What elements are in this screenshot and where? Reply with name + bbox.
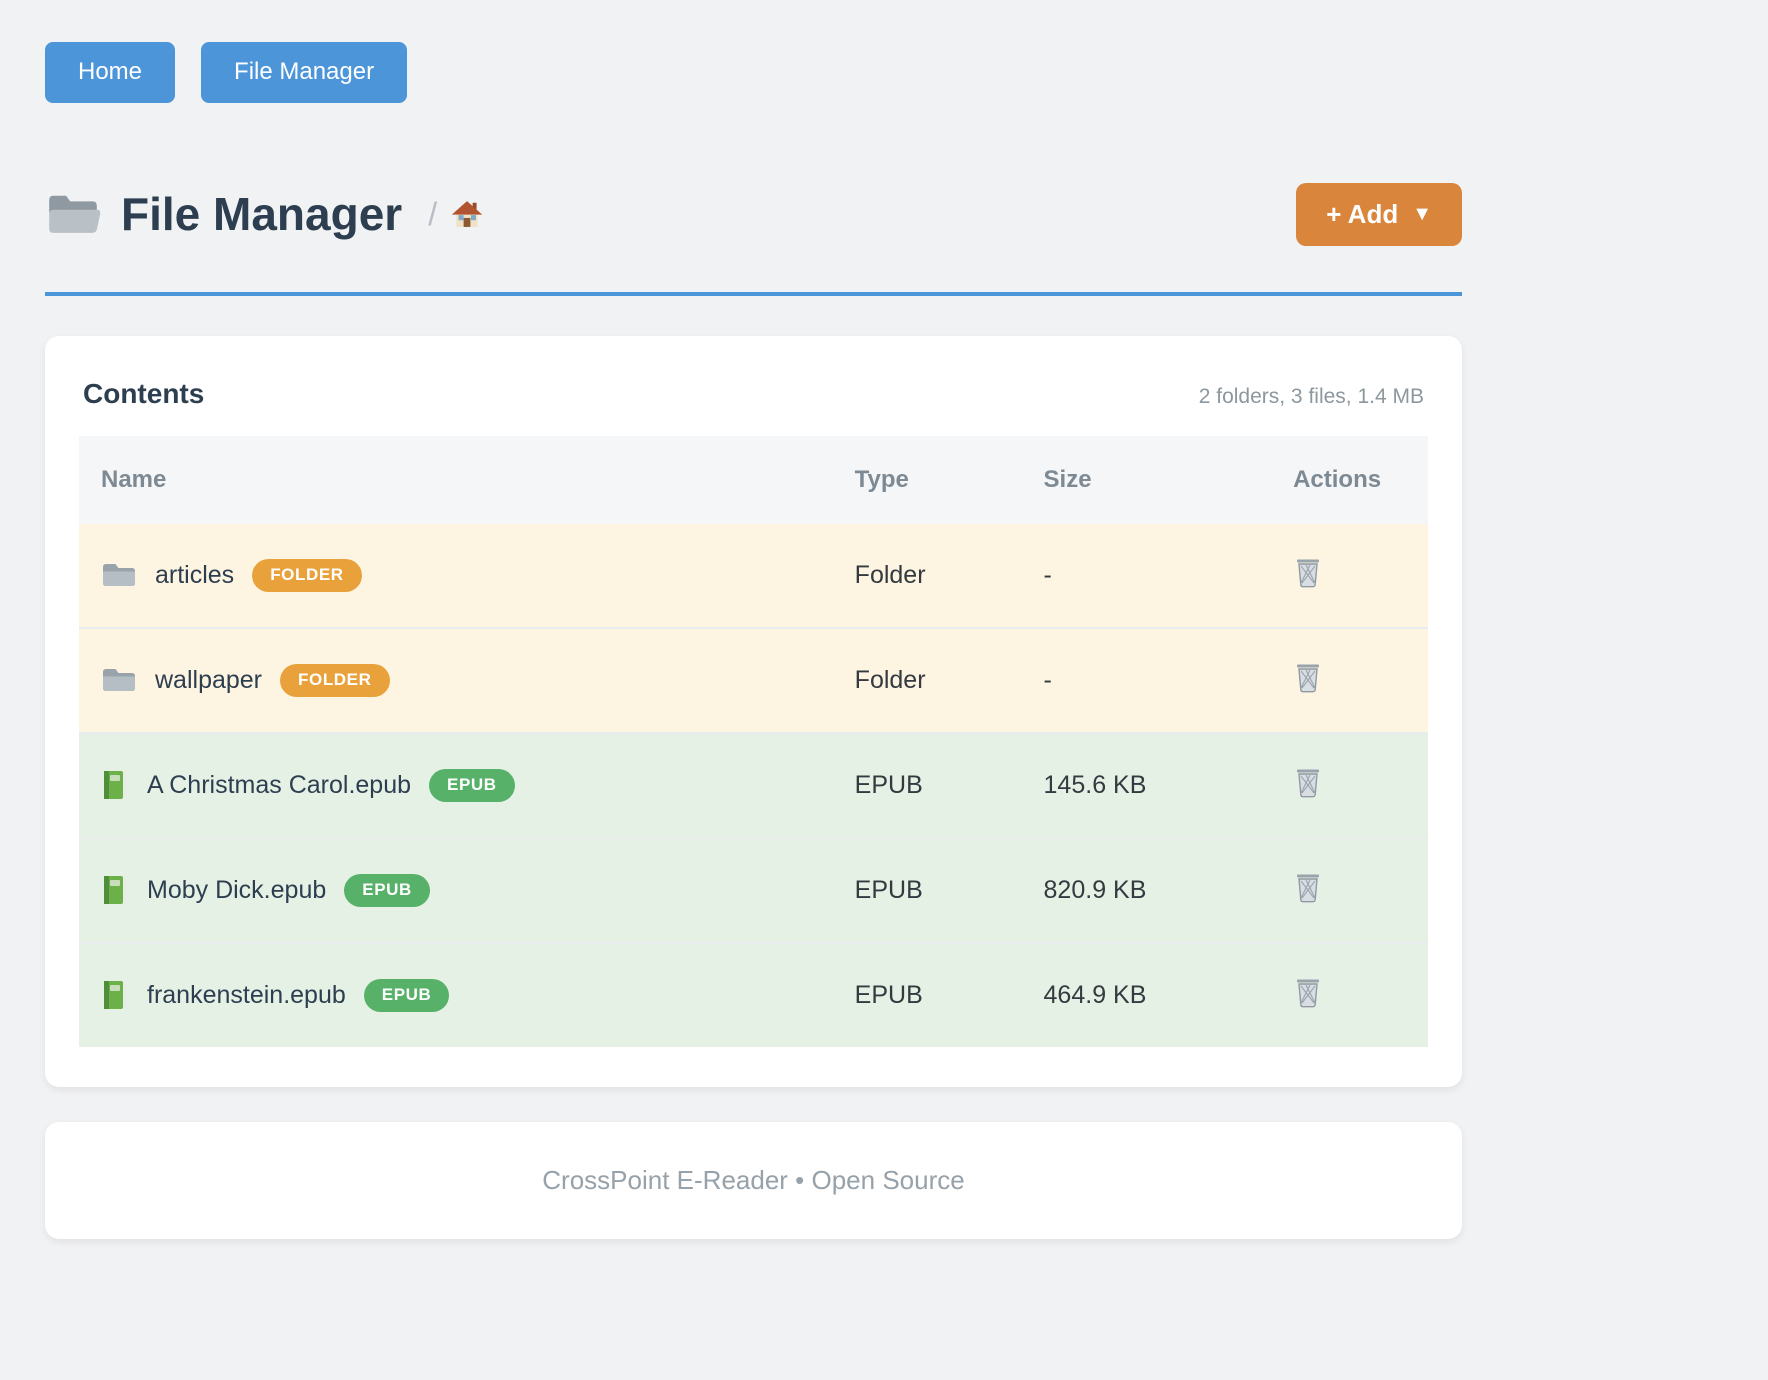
trash-icon	[1293, 765, 1323, 799]
file-manager-button[interactable]: File Manager	[201, 42, 408, 103]
delete-button[interactable]	[1293, 765, 1323, 799]
add-button[interactable]: + Add ▼	[1296, 182, 1462, 246]
book-icon	[101, 874, 129, 906]
file-name[interactable]: A Christmas Carol.epub	[147, 770, 412, 799]
file-type: Folder	[854, 523, 1044, 629]
folder-icon	[101, 560, 137, 590]
trash-icon	[1293, 555, 1323, 589]
table-row: articles FOLDER Folder -	[79, 523, 1428, 629]
page-header: File Manager / + Add ▼	[45, 182, 1462, 246]
title-group: File Manager /	[45, 187, 485, 241]
file-name[interactable]: Moby Dick.epub	[147, 875, 327, 904]
file-type: EPUB	[854, 837, 1044, 944]
footer-text: CrossPoint E-Reader • Open Source	[542, 1164, 965, 1195]
file-type: Folder	[854, 627, 1044, 734]
delete-button[interactable]	[1293, 555, 1323, 589]
contents-heading: Contents	[83, 377, 205, 409]
divider	[45, 291, 1462, 296]
file-name[interactable]: wallpaper	[155, 665, 263, 694]
table-header-row: Name Type Size Actions	[79, 435, 1428, 524]
file-size: -	[1043, 627, 1294, 734]
trash-icon	[1293, 975, 1323, 1009]
file-size: -	[1043, 523, 1294, 629]
home-icon[interactable]	[449, 196, 485, 232]
file-name[interactable]: frankenstein.epub	[147, 980, 346, 1009]
table-row: Moby Dick.epub EPUB EPUB 820.9 KB	[79, 837, 1428, 944]
contents-card: Contents 2 folders, 3 files, 1.4 MB Name…	[45, 335, 1462, 1087]
delete-button[interactable]	[1293, 660, 1323, 694]
file-size: 145.6 KB	[1043, 732, 1294, 839]
delete-button[interactable]	[1293, 975, 1323, 1009]
column-header-size: Size	[1043, 435, 1294, 524]
type-badge: FOLDER	[252, 558, 362, 592]
type-badge: EPUB	[344, 873, 430, 907]
file-table: Name Type Size Actions	[79, 435, 1428, 1047]
file-type: EPUB	[854, 942, 1044, 1047]
type-badge: EPUB	[363, 978, 450, 1012]
book-icon	[101, 979, 129, 1011]
open-folder-icon	[45, 191, 101, 237]
file-size: 820.9 KB	[1043, 837, 1294, 944]
file-name[interactable]: articles	[155, 560, 235, 589]
table-row: frankenstein.epub EPUB EPUB 464.9 KB	[79, 942, 1428, 1047]
trash-icon	[1293, 660, 1323, 694]
page: Home File Manager File Manager /	[45, 0, 1462, 1239]
delete-button[interactable]	[1293, 870, 1323, 904]
file-size: 464.9 KB	[1043, 942, 1294, 1047]
page-title: File Manager	[121, 188, 403, 241]
table-row: wallpaper FOLDER Folder -	[79, 627, 1428, 734]
book-icon	[101, 769, 129, 801]
table-row: A Christmas Carol.epub EPUB EPUB 145.6 K…	[79, 732, 1428, 839]
breadcrumb-separator: /	[428, 195, 438, 232]
column-header-name: Name	[79, 435, 855, 524]
table-body: articles FOLDER Folder -	[79, 523, 1428, 1047]
caret-down-icon: ▼	[1412, 202, 1432, 225]
home-button[interactable]: Home	[45, 42, 176, 103]
type-badge: EPUB	[429, 768, 515, 802]
card-header: Contents 2 folders, 3 files, 1.4 MB	[79, 378, 1428, 436]
contents-summary: 2 folders, 3 files, 1.4 MB	[1198, 384, 1424, 408]
file-type: EPUB	[854, 732, 1044, 839]
top-nav: Home File Manager	[45, 0, 1462, 103]
footer: CrossPoint E-Reader • Open Source	[45, 1121, 1462, 1239]
column-header-actions: Actions	[1293, 435, 1428, 524]
column-header-type: Type	[854, 435, 1044, 524]
add-button-label: + Add	[1326, 198, 1399, 229]
folder-icon	[101, 665, 137, 695]
type-badge: FOLDER	[280, 663, 390, 697]
trash-icon	[1293, 870, 1323, 904]
